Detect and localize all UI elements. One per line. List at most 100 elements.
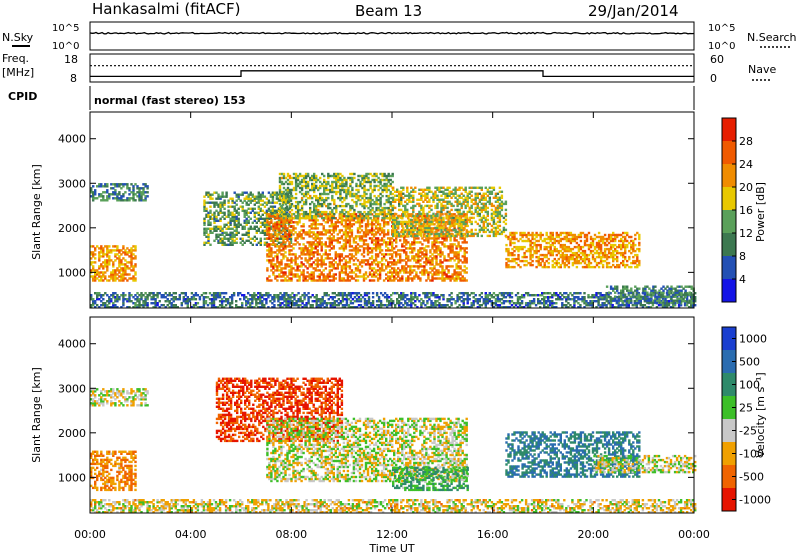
heatmap-cell xyxy=(203,217,206,220)
heatmap-cell xyxy=(333,300,336,303)
heatmap-cell xyxy=(455,239,458,242)
heatmap-cell xyxy=(290,257,293,260)
heatmap-cell xyxy=(227,237,230,240)
heatmap-cell xyxy=(342,267,346,270)
heatmap-cell xyxy=(423,273,426,276)
heatmap-cell xyxy=(376,265,380,268)
heatmap-cell xyxy=(214,292,218,295)
heatmap-cell xyxy=(251,207,254,210)
heatmap-cell xyxy=(421,215,424,218)
heatmap-cell xyxy=(378,225,382,228)
heatmap-cell xyxy=(355,298,359,301)
heatmap-cell xyxy=(194,302,198,305)
heatmap-cell xyxy=(315,298,318,301)
heatmap-cell xyxy=(300,196,304,200)
heatmap-cell xyxy=(433,251,436,254)
heatmap-cell xyxy=(316,253,319,256)
heatmap-cell xyxy=(407,247,410,250)
heatmap-cell xyxy=(284,206,288,210)
heatmap-cell xyxy=(180,292,183,295)
heatmap-cell xyxy=(276,257,279,260)
heatmap-cell xyxy=(375,178,378,182)
heatmap-cell xyxy=(116,269,119,272)
heatmap-cell xyxy=(352,271,356,274)
heatmap-cell xyxy=(625,306,628,309)
heatmap-cell xyxy=(317,210,320,214)
heatmap-cell xyxy=(374,227,378,230)
heatmap-cell xyxy=(345,296,349,299)
heatmap-cell xyxy=(374,233,378,236)
heatmap-cell xyxy=(257,217,260,220)
heatmap-cell xyxy=(583,296,586,299)
heatmap-cell xyxy=(96,292,99,295)
heatmap-cell xyxy=(443,271,446,274)
heatmap-cell xyxy=(326,221,329,224)
heatmap-cell xyxy=(266,259,269,262)
heatmap-cell xyxy=(136,306,139,309)
heatmap-cell xyxy=(561,306,564,309)
heatmap-cell xyxy=(635,294,638,297)
heatmap-cell xyxy=(249,294,252,297)
heatmap-cell xyxy=(332,215,335,218)
heatmap-cell xyxy=(413,255,416,258)
heatmap-cell xyxy=(685,292,689,295)
heatmap-cell xyxy=(333,296,336,299)
heatmap-cell xyxy=(320,257,323,260)
heatmap-cell xyxy=(362,259,366,262)
heatmap-cell xyxy=(649,300,653,303)
heatmap-cell xyxy=(389,275,392,278)
heatmap-cell xyxy=(245,195,248,198)
heatmap-cell xyxy=(375,200,378,204)
heatmap-cell xyxy=(368,273,372,276)
heatmap-cell xyxy=(306,216,310,220)
heatmap-cell xyxy=(257,296,260,299)
heatmap-cell xyxy=(345,298,349,301)
heatmap-cell xyxy=(431,229,434,232)
heatmap-cell xyxy=(382,231,386,234)
heatmap-cell xyxy=(625,304,628,307)
heatmap-cell xyxy=(589,302,592,305)
heatmap-cell xyxy=(478,298,481,301)
heatmap-cell xyxy=(344,235,348,238)
heatmap-cell xyxy=(304,198,308,202)
heatmap-cell xyxy=(321,298,324,301)
heatmap-cell xyxy=(114,191,117,194)
heatmap-cell xyxy=(363,198,366,202)
heatmap-cell xyxy=(411,213,414,216)
heatmap-cell xyxy=(124,269,127,272)
heatmap-cell xyxy=(494,304,498,307)
heatmap-cell xyxy=(304,265,307,268)
heatmap-cell xyxy=(346,273,350,276)
heatmap-cell xyxy=(297,298,300,301)
heatmap-cell xyxy=(132,193,135,196)
heatmap-cell xyxy=(120,294,123,297)
heatmap-cell xyxy=(379,180,382,184)
heatmap-cell xyxy=(415,253,418,256)
heatmap-cell xyxy=(274,251,277,254)
heatmap-cell xyxy=(465,279,468,282)
heatmap-cell xyxy=(316,223,319,226)
heatmap-cell xyxy=(283,296,286,299)
heatmap-cell xyxy=(227,227,230,230)
heatmap-cell xyxy=(381,212,384,216)
heatmap-cell xyxy=(641,304,645,307)
heatmap-cell xyxy=(543,302,546,305)
heatmap-cell xyxy=(390,304,393,307)
heatmap-cell xyxy=(235,193,238,196)
heatmap-cell xyxy=(144,300,147,303)
heatmap-cell xyxy=(112,275,115,278)
heatmap-cell xyxy=(90,253,93,256)
heatmap-cell xyxy=(282,237,285,240)
heatmap-cell xyxy=(659,304,663,307)
heatmap-cell xyxy=(313,176,316,180)
heatmap-cell xyxy=(389,261,392,264)
heatmap-cell xyxy=(367,178,370,182)
heatmap-cell xyxy=(364,227,368,230)
heatmap-cell xyxy=(310,245,313,248)
heatmap-cell xyxy=(221,211,224,214)
heatmap-cell xyxy=(457,273,460,276)
heatmap-cell xyxy=(364,247,368,250)
heatmap-cell xyxy=(296,176,300,180)
heatmap-cell xyxy=(328,213,331,216)
heatmap-cell xyxy=(605,298,608,301)
